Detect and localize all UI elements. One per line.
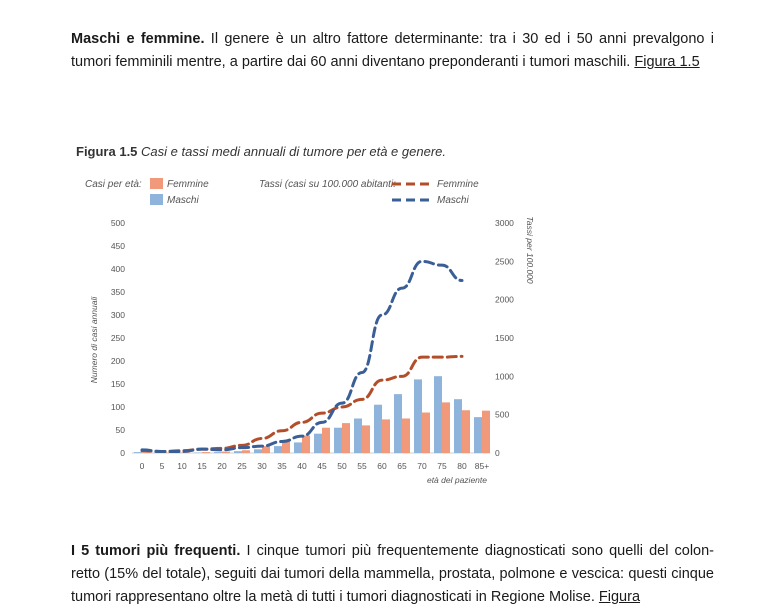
y2-tick-label: 500 — [495, 410, 509, 420]
x-axis-label: età del paziente — [427, 475, 487, 485]
y-tick-label: 0 — [120, 448, 125, 458]
bar-maschi — [414, 379, 422, 453]
y-tick-label: 50 — [116, 425, 126, 435]
y2-tick-label: 0 — [495, 448, 500, 458]
line-maschi-rate — [140, 259, 464, 453]
bar-femmine — [482, 410, 490, 453]
figure-title: Figura 1.5 Casi e tassi medi annuali di … — [76, 144, 446, 159]
x-tick-label: 65 — [397, 461, 407, 471]
paragraph-gender: Maschi e femmine. Il genere è un altro f… — [71, 28, 714, 74]
y2-tick-label: 1000 — [495, 371, 514, 381]
y-tick-label: 450 — [111, 241, 125, 251]
bar-maschi — [354, 418, 362, 453]
y2-axis-label: Tassi per 100.000 — [525, 216, 535, 284]
bar-maschi — [474, 417, 482, 453]
x-tick-label: 25 — [237, 461, 247, 471]
x-tick-label: 50 — [337, 461, 347, 471]
bar-femmine — [282, 441, 290, 453]
bar-femmine — [242, 450, 250, 453]
bar-maschi — [334, 427, 342, 453]
figure-caption: Casi e tassi medi annuali di tumore per … — [141, 144, 446, 159]
x-tick-label: 15 — [197, 461, 207, 471]
legend-femmine-bar-swatch — [150, 178, 163, 189]
x-tick-label: 80 — [457, 461, 467, 471]
bar-femmine — [402, 418, 410, 453]
x-tick-label: 45 — [317, 461, 327, 471]
bar-femmine — [462, 410, 470, 453]
bar-maschi — [394, 394, 402, 453]
y-tick-label: 250 — [111, 333, 125, 343]
bar-femmine — [422, 412, 430, 453]
legend-maschi-bar-label: Maschi — [167, 195, 199, 206]
bar-maschi — [434, 376, 442, 453]
bar-femmine — [222, 451, 230, 453]
y2-tick-label: 2500 — [495, 256, 514, 266]
x-tick-label: 0 — [140, 461, 145, 471]
y-tick-label: 150 — [111, 379, 125, 389]
bar-maschi — [214, 452, 222, 453]
paragraph-top-tumors: I 5 tumori più frequenti. I cinque tumor… — [71, 540, 714, 609]
x-tick-label: 85+ — [475, 461, 489, 471]
figure-1-5-link[interactable]: Figura 1.5 — [634, 54, 700, 70]
bar-femmine — [362, 425, 370, 453]
y2-tick-label: 3000 — [495, 218, 514, 228]
y-tick-label: 350 — [111, 287, 125, 297]
bar-femmine — [322, 427, 330, 453]
bar-femmine — [202, 452, 210, 453]
bar-maschi — [374, 404, 382, 453]
y2-tick-label: 1500 — [495, 333, 514, 343]
x-tick-label: 70 — [417, 461, 427, 471]
x-tick-label: 35 — [277, 461, 287, 471]
y-tick-label: 300 — [111, 310, 125, 320]
x-tick-label: 10 — [177, 461, 187, 471]
legend-femmine-bar-label: Femmine — [167, 179, 209, 190]
y-axis-label: Numero di casi annuali — [89, 296, 99, 384]
bar-maschi — [254, 449, 262, 453]
bar-femmine — [262, 446, 270, 453]
bar-femmine — [342, 423, 350, 453]
bar-femmine — [302, 435, 310, 453]
legend-maschi-bar-swatch — [150, 194, 163, 205]
line-femmine-rate — [140, 354, 464, 453]
legend-cases-label: Casi per età: — [85, 179, 142, 190]
bar-maschi — [234, 451, 242, 453]
bar-maschi — [134, 452, 142, 453]
y-tick-label: 200 — [111, 356, 125, 366]
legend-maschi-line-label: Maschi — [437, 195, 469, 206]
y-tick-label: 500 — [111, 218, 125, 228]
legend-femmine-line-label: Femmine — [437, 179, 479, 190]
x-tick-label: 30 — [257, 461, 267, 471]
paragraph-top-tumors-heading: I 5 tumori più frequenti. — [71, 543, 241, 559]
paragraph-gender-heading: Maschi e femmine. — [71, 31, 205, 47]
y2-tick-label: 2000 — [495, 295, 514, 305]
bar-maschi — [274, 446, 282, 453]
bar-femmine — [382, 419, 390, 453]
x-tick-label: 20 — [217, 461, 227, 471]
bar-maschi — [294, 442, 302, 453]
x-tick-label: 40 — [297, 461, 307, 471]
y-tick-label: 100 — [111, 402, 125, 412]
bar-maschi — [314, 433, 322, 453]
paragraph-top-tumors-text: I cinque tumori più frequentemente diagn… — [71, 543, 714, 605]
bar-femmine — [442, 402, 450, 453]
bar-maschi — [454, 399, 462, 453]
figure-link[interactable]: Figura — [598, 589, 641, 605]
paragraph-gender-text: Il genere è un altro fattore determinant… — [71, 31, 714, 70]
x-tick-label: 75 — [437, 461, 447, 471]
x-tick-label: 5 — [160, 461, 165, 471]
x-tick-label: 60 — [377, 461, 387, 471]
x-tick-label: 55 — [357, 461, 367, 471]
figure-number: Figura 1.5 — [76, 144, 138, 159]
y-tick-label: 400 — [111, 264, 125, 274]
legend-rates-label: Tassi (casi su 100.000 abitanti: — [259, 179, 396, 190]
